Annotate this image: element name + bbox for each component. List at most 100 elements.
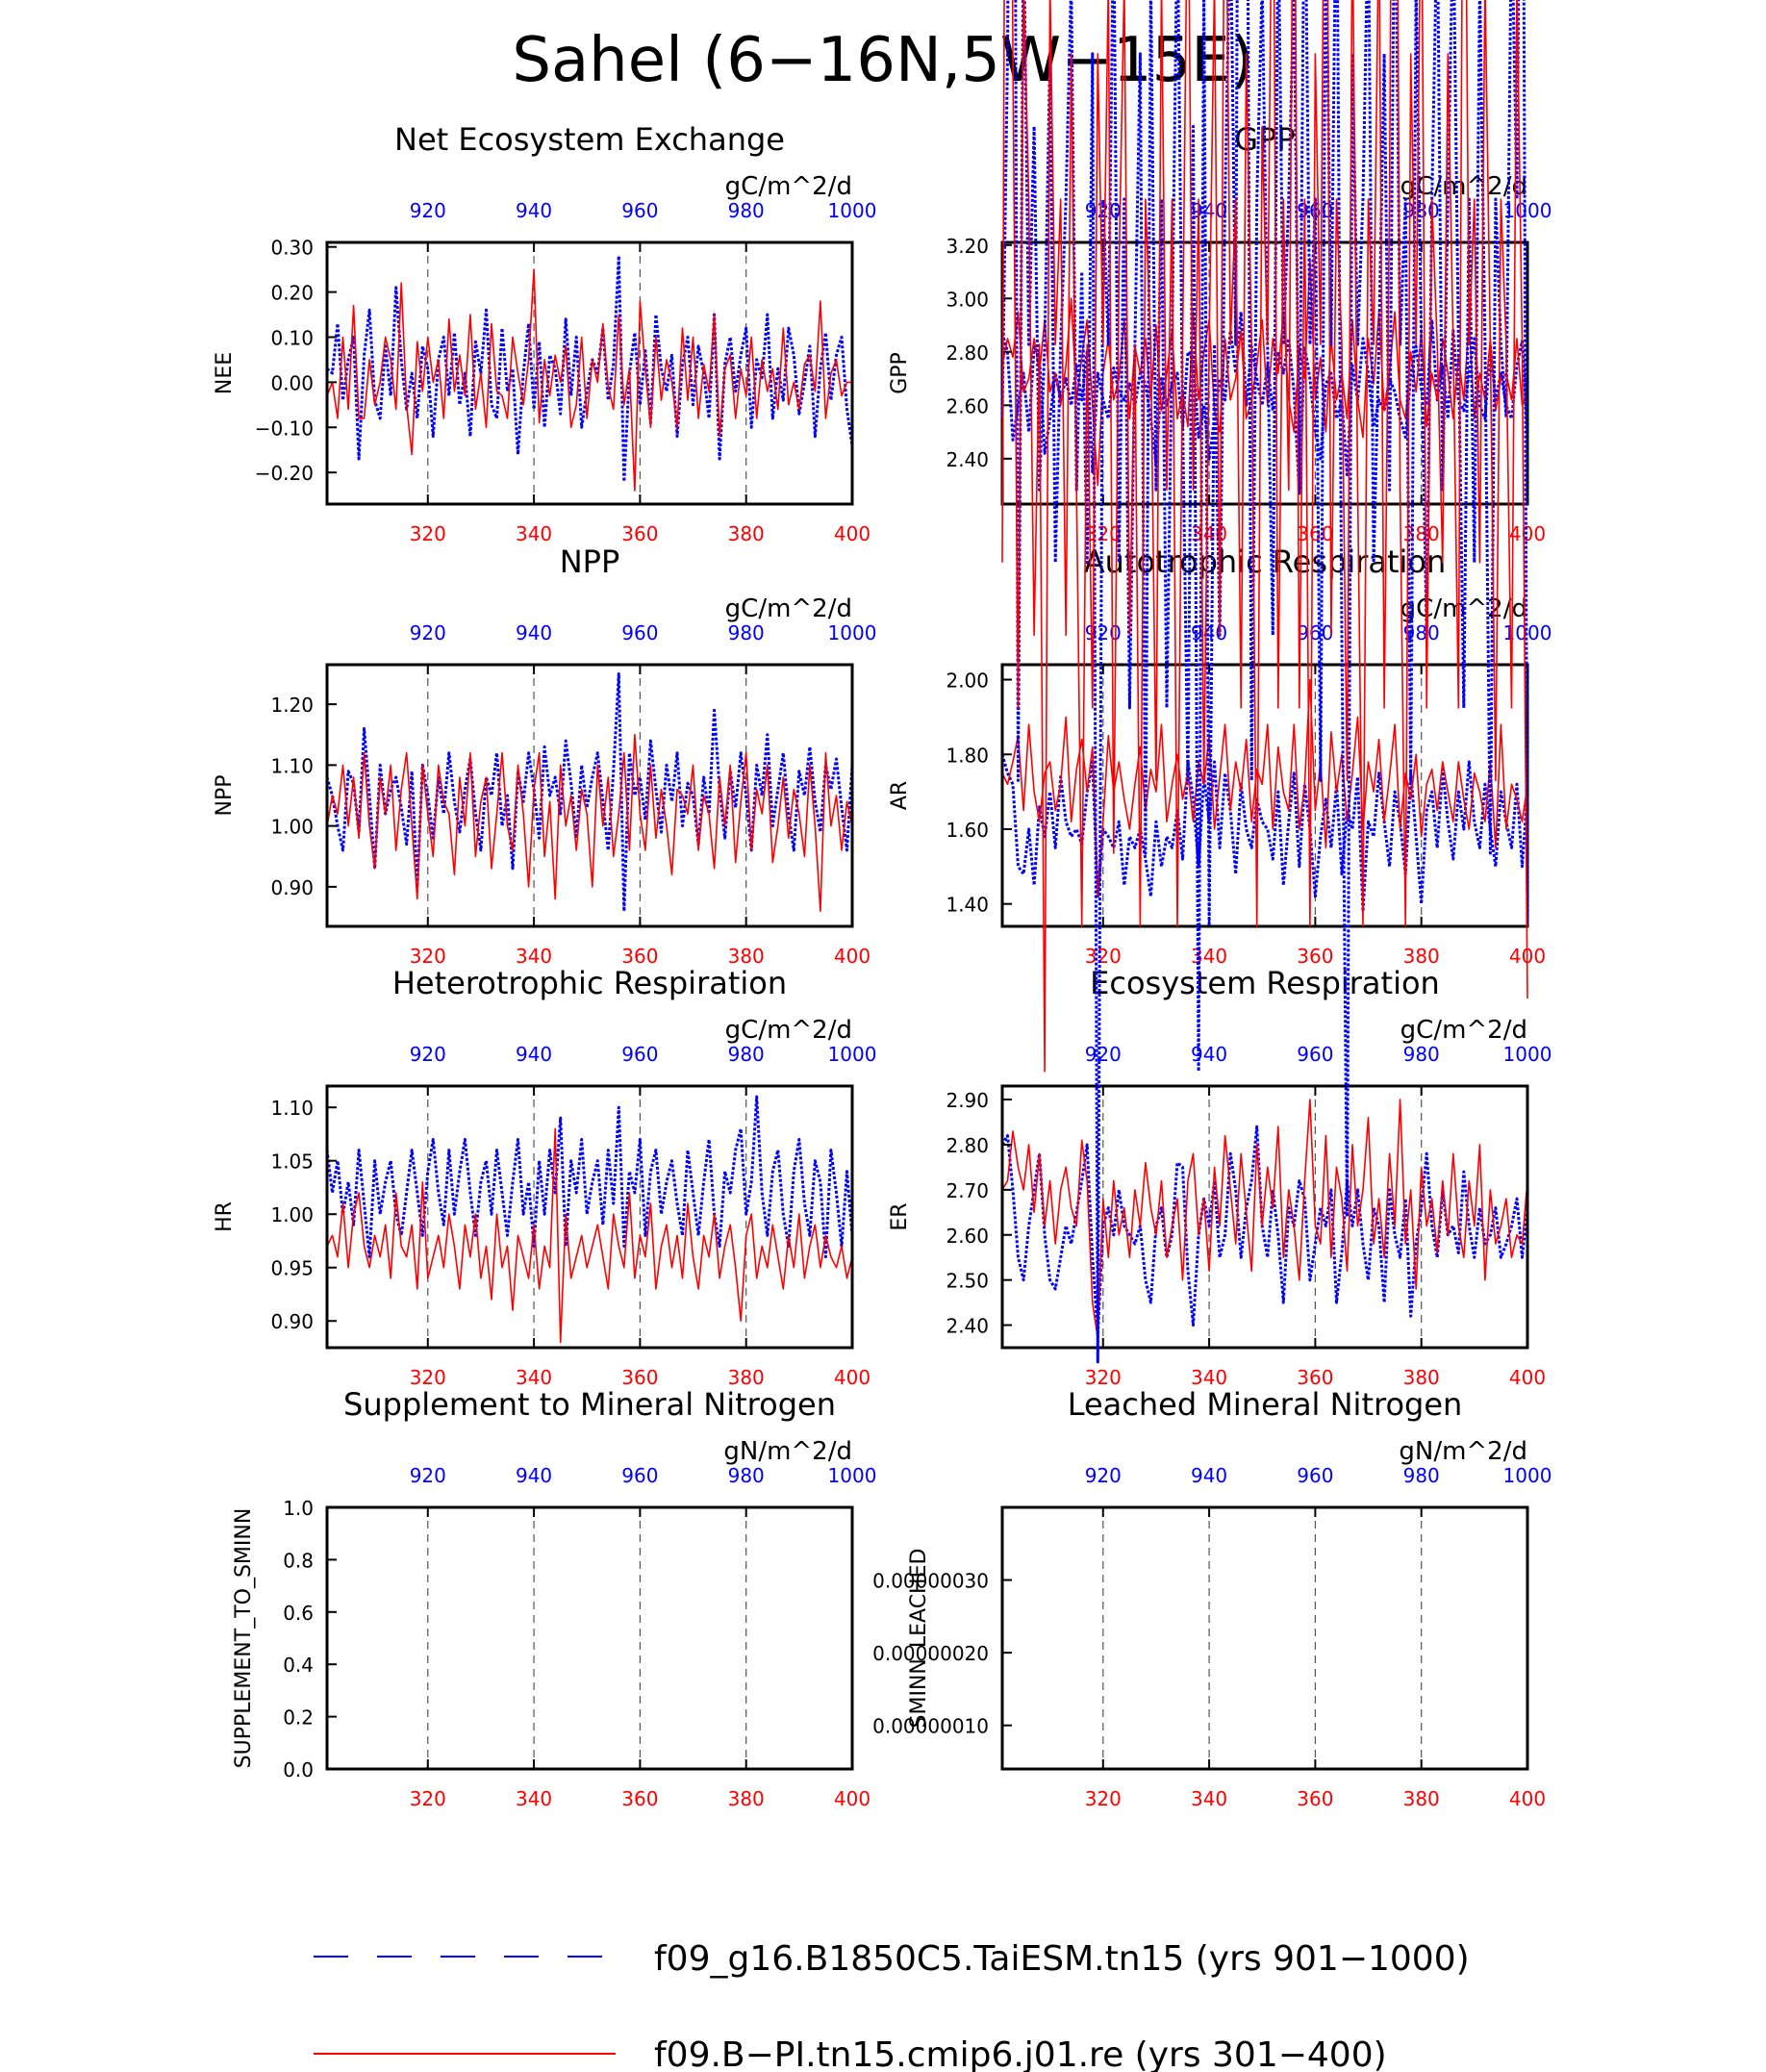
- legend-label-series-a: f09_g16.B1850C5.TaiESM.tn15 (yrs 901−100…: [654, 1939, 1470, 1979]
- panel-title: Heterotrophic Respiration: [392, 965, 787, 1001]
- y-tick-label: 2.60: [946, 1225, 989, 1248]
- y-tick-label: 0.90: [270, 1310, 314, 1333]
- x-tick-label-top: 980: [1403, 1043, 1440, 1066]
- legend: f09_g16.B1850C5.TaiESM.tn15 (yrs 901−100…: [314, 1939, 1470, 2072]
- y-tick-label: 2.90: [946, 1089, 989, 1112]
- legend-label-series-b: f09.B−PI.tn15.cmip6.j01.re (yrs 301−400): [654, 2035, 1387, 2072]
- x-tick-label-top: 960: [1297, 621, 1333, 644]
- y-tick-label: 2.00: [946, 670, 989, 693]
- y-axis-label: SMINN_LEACHED: [907, 1549, 931, 1729]
- plot-frame: [1000, 1505, 1529, 1771]
- y-axis-label: HR: [213, 1201, 237, 1232]
- x-tick-label-bottom: 400: [1509, 1787, 1546, 1810]
- x-tick-label-bottom: 380: [1403, 1787, 1440, 1810]
- x-tick-label-top: 920: [410, 1043, 446, 1066]
- x-tick-label-bottom: 360: [1297, 945, 1333, 968]
- x-tick-label-top: 940: [516, 1464, 552, 1487]
- y-tick-label: 1.00: [270, 1203, 314, 1226]
- panel-7: Supplement to Mineral Nitrogen gN/m^2/d 0.…: [232, 1386, 876, 1810]
- x-tick-label-bottom: 400: [1509, 1366, 1546, 1389]
- series-line-a: [1000, 1124, 1529, 1336]
- x-tick-label-bottom: 360: [1297, 522, 1333, 545]
- x-tick-label-top: 1000: [828, 1043, 877, 1066]
- x-tick-label-bottom: 320: [410, 522, 446, 545]
- y-tick-label: 1.10: [270, 754, 314, 777]
- y-tick-label: 0.8: [283, 1549, 314, 1572]
- x-tick-label-top: 1000: [1503, 1464, 1552, 1487]
- y-tick-label: 0.00000030: [872, 1570, 989, 1593]
- y-tick-label: 1.0: [283, 1497, 314, 1520]
- series-line-a: [325, 672, 854, 913]
- y-tick-label: 0.0: [283, 1758, 314, 1781]
- panel-title: Ecosystem Respiration: [1090, 965, 1440, 1001]
- x-tick-label-bottom: 360: [621, 1366, 658, 1389]
- y-tick-label: 0.2: [283, 1706, 314, 1730]
- y-axis-label: ER: [888, 1202, 912, 1230]
- x-tick-label-top: 960: [1297, 1043, 1333, 1066]
- panel-units: gC/m^2/d: [725, 1016, 852, 1045]
- plot-frame: [325, 1505, 854, 1771]
- y-tick-label: 1.05: [270, 1150, 314, 1174]
- plot-frame: [1000, 663, 1529, 928]
- y-tick-label: 0.30: [270, 237, 314, 260]
- x-tick-label-bottom: 400: [834, 1366, 870, 1389]
- panel-title: Net Ecosystem Exchange: [394, 121, 785, 158]
- x-tick-label-bottom: 360: [621, 522, 658, 545]
- y-tick-label: 1.40: [946, 894, 989, 917]
- y-tick-label: 3.00: [946, 288, 989, 311]
- x-tick-label-bottom: 380: [1403, 1366, 1440, 1389]
- y-tick-label: 2.60: [946, 394, 989, 417]
- panel-units: gC/m^2/d: [1400, 172, 1527, 201]
- y-axis-label: GPP: [888, 352, 912, 394]
- y-axis-label: NEE: [213, 352, 237, 394]
- plot-frame: [325, 1084, 854, 1350]
- panel-title: NPP: [560, 543, 620, 580]
- y-tick-label: 0.6: [283, 1602, 314, 1625]
- y-tick-label: 3.20: [946, 235, 989, 258]
- panel-units: gC/m^2/d: [725, 172, 852, 201]
- y-tick-label: 2.70: [946, 1179, 989, 1202]
- x-tick-label-top: 960: [621, 199, 658, 222]
- panel-6: Ecosystem Respiration gC/m^2/d 2.40 2.50 2.6…: [888, 965, 1552, 1389]
- x-tick-label-top: 920: [410, 621, 446, 644]
- y-tick-label: 0.20: [270, 282, 314, 305]
- x-tick-label-top: 1000: [828, 199, 877, 222]
- series-line-a: [1000, 0, 1529, 1364]
- panel-units: gN/m^2/d: [723, 1437, 852, 1466]
- x-tick-label-top: 960: [621, 1043, 658, 1066]
- x-tick-label-top: 980: [728, 199, 765, 222]
- series-line-a: [1000, 310, 1529, 495]
- x-tick-label-top: 1000: [1503, 1043, 1552, 1066]
- y-tick-label: 2.50: [946, 1270, 989, 1293]
- x-tick-label-bottom: 340: [516, 1787, 552, 1810]
- x-tick-label-bottom: 360: [621, 1787, 658, 1810]
- x-tick-label-bottom: 380: [1403, 945, 1440, 968]
- y-tick-label: 1.80: [946, 744, 989, 767]
- panel-title: Supplement to Mineral Nitrogen: [343, 1386, 836, 1423]
- x-tick-label-top: 940: [516, 1043, 552, 1066]
- x-tick-label-bottom: 380: [728, 1366, 765, 1389]
- x-tick-label-bottom: 320: [410, 1366, 446, 1389]
- y-tick-label: −0.10: [255, 417, 314, 440]
- x-tick-label-bottom: 320: [1085, 1787, 1122, 1810]
- x-tick-label-bottom: 400: [1509, 522, 1546, 545]
- y-axis-label: AR: [888, 781, 912, 810]
- x-tick-label-bottom: 340: [516, 1366, 552, 1389]
- series-line-b: [1001, 0, 1528, 1073]
- panel-8: Leached Mineral Nitrogen gN/m^2/d 0.000000…: [872, 0, 1552, 1810]
- x-tick-label-top: 920: [1085, 1464, 1122, 1487]
- x-tick-label-bottom: 400: [834, 522, 870, 545]
- panel-5: Heterotrophic Respiration gC/m^2/d 0.90 0.9…: [213, 965, 876, 1389]
- x-tick-label-bottom: 320: [1085, 945, 1122, 968]
- x-tick-label-top: 940: [516, 199, 552, 222]
- y-tick-label: 2.40: [946, 1315, 989, 1338]
- x-tick-label-bottom: 400: [834, 1787, 870, 1810]
- y-tick-label: 0.00: [270, 371, 314, 394]
- series-line-b: [1001, 678, 1528, 897]
- x-tick-label-top: 920: [1085, 1043, 1122, 1066]
- y-tick-label: 1.20: [270, 694, 314, 717]
- x-tick-label-bottom: 340: [1191, 1787, 1227, 1810]
- series-line-b: [326, 1127, 853, 1344]
- x-tick-label-top: 940: [1191, 1464, 1227, 1487]
- x-tick-label-bottom: 340: [516, 522, 552, 545]
